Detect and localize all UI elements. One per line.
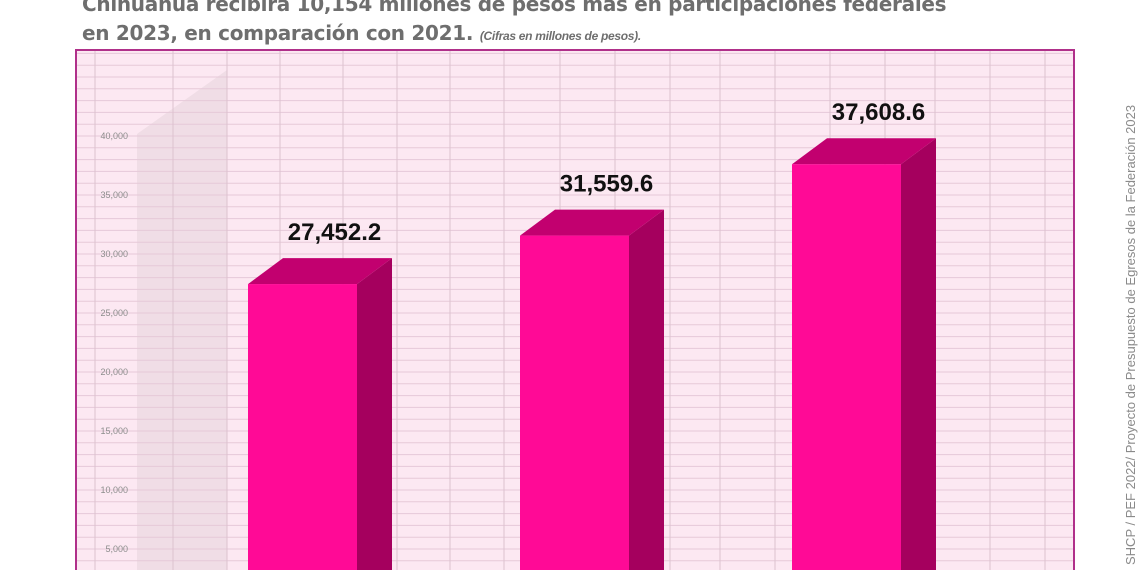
source-note: SHCP / PEF 2022/ Proyecto de Presupuesto… <box>1123 104 1138 565</box>
chart-title: Chihuahua recibirá 10,154 millones de pe… <box>82 0 947 51</box>
bar-top <box>792 138 936 165</box>
data-label: 27,452.2 <box>288 219 381 246</box>
bar-side <box>629 209 664 570</box>
data-label: 37,608.6 <box>832 99 925 126</box>
title-line-2-text: en 2023, en comparación con 2021. <box>82 21 474 45</box>
y-tick-label: 30,000 <box>100 249 128 259</box>
bar-2: 31,559.6 <box>520 171 664 570</box>
bar-top <box>520 209 664 236</box>
bar-chart: 5,000 10,000 15,000 20,000 25,000 30,000 35,00… <box>75 49 1075 570</box>
bar-side <box>357 258 392 570</box>
title-line-2: en 2023, en comparación con 2021. (Cifra… <box>82 19 946 51</box>
bar-front <box>520 235 629 570</box>
y-tick-label: 35,000 <box>100 190 128 200</box>
bar-3: 37,608.6 <box>792 99 936 570</box>
bar-front <box>792 164 901 570</box>
y-tick-label: 5,000 <box>105 544 128 554</box>
title-line-1: Chihuahua recibirá 10,154 millones de pe… <box>82 0 947 16</box>
data-label: 31,559.6 <box>560 171 653 198</box>
bar-top <box>248 258 392 285</box>
bar-side <box>901 138 936 570</box>
bar-1: 27,452.2 <box>248 219 392 570</box>
bar-front <box>248 284 357 570</box>
y-tick-label: 25,000 <box>100 308 128 318</box>
y-tick-label: 20,000 <box>100 367 128 377</box>
back-wall <box>137 70 227 570</box>
y-tick-label: 40,000 <box>100 131 128 141</box>
title-note: (Cifras en millones de pesos). <box>479 29 641 43</box>
y-tick-label: 15,000 <box>100 426 128 436</box>
y-tick-label: 10,000 <box>100 485 128 495</box>
